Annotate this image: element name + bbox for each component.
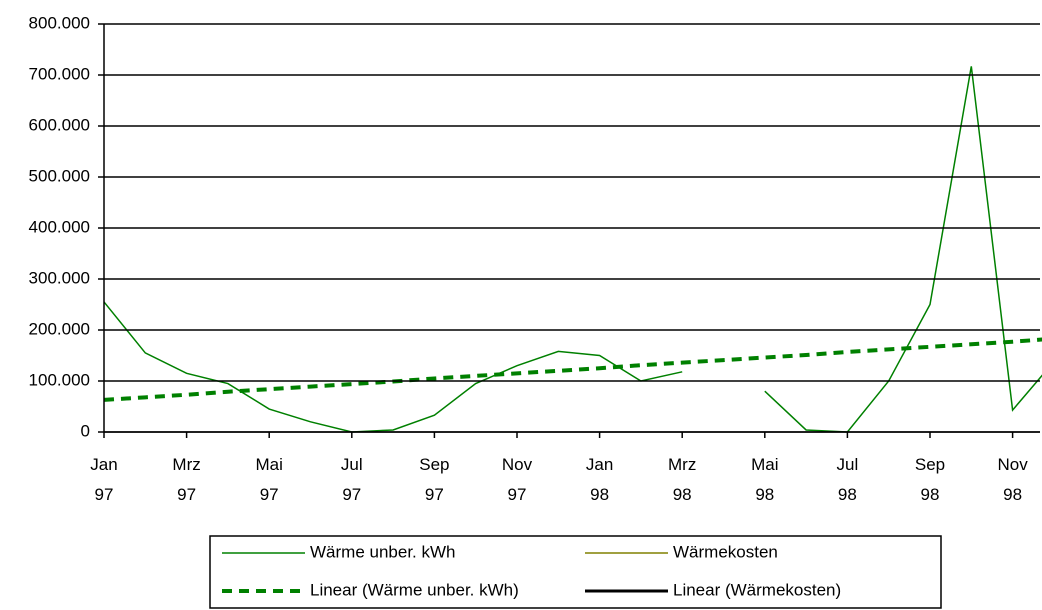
series-line bbox=[103, 337, 1042, 402]
x-tick-label: Sep 97 bbox=[419, 455, 450, 504]
series-line bbox=[103, 301, 683, 433]
x-tick-label: Mai 98 bbox=[751, 455, 779, 504]
x-tick-label: Jan 97 bbox=[90, 455, 118, 504]
legend-label: Wärmekosten bbox=[673, 542, 778, 561]
y-tick-label: 200.000 bbox=[29, 319, 90, 338]
legend-box bbox=[209, 535, 942, 609]
y-tick-label: 600.000 bbox=[29, 115, 90, 134]
plot-area bbox=[103, 66, 1042, 433]
x-tick-label: Mrz 97 bbox=[172, 455, 201, 504]
x-tick-label: Mai 97 bbox=[255, 455, 283, 504]
x-tick-label: Jan 98 bbox=[585, 455, 614, 504]
legend-label: Linear (Wärmekosten) bbox=[673, 580, 841, 599]
x-tick-label: Jul 98 bbox=[836, 455, 859, 504]
y-tick-label: 0 bbox=[81, 421, 90, 440]
y-tick-label: 800.000 bbox=[29, 13, 90, 32]
y-tick-label: 300.000 bbox=[29, 268, 90, 287]
x-tick-label: Sep 98 bbox=[914, 455, 946, 504]
x-tick-label: Nov 98 bbox=[997, 455, 1028, 504]
x-tick-label: Nov 97 bbox=[501, 455, 533, 504]
y-tick-label: 400.000 bbox=[29, 217, 90, 236]
x-tick-label: Jul 97 bbox=[340, 455, 363, 504]
x-tick-label: Mrz 98 bbox=[668, 455, 697, 504]
series-line bbox=[764, 66, 1042, 433]
y-tick-label: 100.000 bbox=[29, 370, 90, 389]
legend-label: Linear (Wärme unber. kWh) bbox=[310, 580, 519, 599]
y-tick-label: 500.000 bbox=[29, 166, 90, 185]
legend-label: Wärme unber. kWh bbox=[310, 542, 456, 561]
y-tick-label: 700.000 bbox=[29, 64, 90, 83]
